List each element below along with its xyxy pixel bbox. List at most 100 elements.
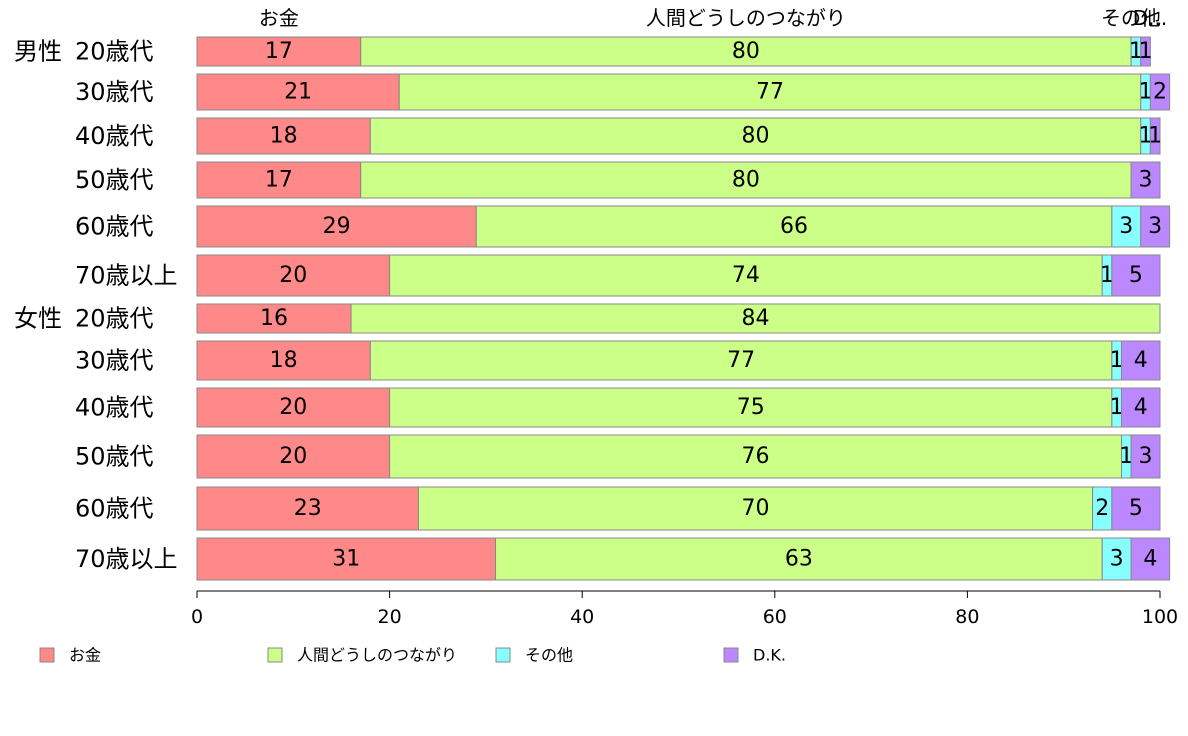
bar-segment-11-series-4 xyxy=(1111,486,1161,531)
data-label-11-series-2: 70 xyxy=(742,496,770,521)
data-label-9-series-4: 4 xyxy=(1134,395,1148,420)
legend-swatch-3 xyxy=(495,647,511,663)
data-label-5-series-1: 29 xyxy=(323,214,351,239)
data-label-12-series-1: 31 xyxy=(332,547,360,572)
bar-segment-2-series-4 xyxy=(1149,73,1171,111)
row-label-2: 30歳代 xyxy=(75,78,154,106)
legend-label-4: D.K. xyxy=(753,646,786,665)
data-label-6-series-3: 1 xyxy=(1100,263,1114,288)
data-label-6-series-2: 74 xyxy=(732,263,760,288)
x-tick-label-1: 0 xyxy=(191,606,203,628)
row-label-12: 70歳以上 xyxy=(75,545,178,573)
bar-segment-1-series-2 xyxy=(360,36,1132,67)
bar-segment-12-series-4 xyxy=(1130,537,1171,581)
data-label-3-series-2: 80 xyxy=(742,124,770,149)
row-label-11: 60歳代 xyxy=(75,495,154,523)
row-label-3: 40歳代 xyxy=(75,122,154,150)
x-tick-label-4: 60 xyxy=(763,606,787,628)
data-label-4-series-4: 3 xyxy=(1139,168,1153,193)
bar-segment-9-series-1 xyxy=(196,387,391,428)
legend-swatch-4 xyxy=(723,647,739,663)
data-label-9-series-2: 75 xyxy=(737,395,765,420)
top-label-1: お金 xyxy=(259,6,299,30)
bar-segment-5-series-2 xyxy=(475,205,1113,248)
bar-segment-2-series-2 xyxy=(398,73,1142,111)
bar-segment-8-series-1 xyxy=(196,340,371,381)
data-label-6-series-4: 5 xyxy=(1129,263,1143,288)
data-label-8-series-4: 4 xyxy=(1134,348,1148,373)
group-label-2: 女性 xyxy=(14,305,62,333)
data-label-12-series-3: 3 xyxy=(1110,547,1124,572)
bar-segment-5-series-1 xyxy=(196,205,477,248)
legend-label-3: その他 xyxy=(525,646,573,665)
data-label-12-series-4: 4 xyxy=(1143,547,1157,572)
bar-segment-10-series-2 xyxy=(389,434,1122,479)
bar-segment-12-series-1 xyxy=(196,537,497,581)
top-label-4: D... xyxy=(1133,6,1167,30)
data-label-5-series-3: 3 xyxy=(1119,214,1133,239)
row-label-6: 70歳以上 xyxy=(75,262,178,290)
bar-segment-7-series-2 xyxy=(350,303,1161,334)
bar-segment-6-series-1 xyxy=(196,254,391,297)
data-label-2-series-1: 21 xyxy=(284,80,312,105)
bar-segment-1-series-1 xyxy=(196,36,362,67)
row-label-9: 40歳代 xyxy=(75,394,154,422)
data-label-4-series-2: 80 xyxy=(732,168,760,193)
data-label-6-series-1: 20 xyxy=(279,263,307,288)
data-label-1-series-1: 17 xyxy=(265,39,293,64)
top-label-3: その他 xyxy=(1101,6,1161,30)
data-label-3-series-1: 18 xyxy=(270,124,298,149)
data-label-3-series-4: 1 xyxy=(1148,124,1162,149)
row-label-10: 50歳代 xyxy=(75,443,154,471)
data-label-9-series-3: 1 xyxy=(1110,395,1124,420)
bar-segment-6-series-4 xyxy=(1111,254,1161,297)
bar-segment-9-series-2 xyxy=(389,387,1113,428)
bar-segment-12-series-2 xyxy=(495,537,1103,581)
data-label-7-series-2: 84 xyxy=(742,306,770,331)
data-label-10-series-1: 20 xyxy=(279,444,307,469)
bar-segment-4-series-4 xyxy=(1130,161,1161,199)
data-label-10-series-4: 3 xyxy=(1139,444,1153,469)
bar-segment-7-series-1 xyxy=(196,303,352,334)
data-label-2-series-2: 77 xyxy=(756,80,784,105)
bar-segment-2-series-1 xyxy=(196,73,400,111)
bar-segment-6-series-2 xyxy=(389,254,1103,297)
bar-segment-11-series-1 xyxy=(196,486,419,531)
data-label-2-series-3: 1 xyxy=(1139,80,1153,105)
x-tick-label-3: 40 xyxy=(570,606,594,628)
data-label-10-series-3: 1 xyxy=(1119,444,1133,469)
data-label-11-series-3: 2 xyxy=(1095,496,1109,521)
data-label-4-series-1: 17 xyxy=(265,168,293,193)
legend-label-2: 人間どうしのつながり xyxy=(297,646,457,665)
data-label-8-series-1: 18 xyxy=(270,348,298,373)
data-label-7-series-1: 16 xyxy=(260,306,288,331)
group-label-1: 男性 xyxy=(14,38,62,66)
x-tick-label-6: 100 xyxy=(1142,606,1178,628)
top-label-2: 人間どうしのつながり xyxy=(646,6,846,30)
bar-segment-1-series-4 xyxy=(1140,36,1151,67)
row-label-7: 20歳代 xyxy=(75,305,154,333)
data-label-3-series-3: 1 xyxy=(1139,124,1153,149)
data-label-11-series-4: 5 xyxy=(1129,496,1143,521)
legend-swatch-1 xyxy=(39,647,55,663)
bar-segment-3-series-4 xyxy=(1149,117,1161,155)
data-label-12-series-2: 63 xyxy=(785,547,813,572)
x-tick-label-2: 20 xyxy=(378,606,402,628)
data-label-1-series-2: 80 xyxy=(732,39,760,64)
data-label-5-series-4: 3 xyxy=(1148,214,1162,239)
bar-segment-4-series-2 xyxy=(360,161,1132,199)
x-tick-label-5: 80 xyxy=(955,606,979,628)
row-label-8: 30歳代 xyxy=(75,347,154,375)
bar-segment-12-series-3 xyxy=(1101,537,1132,581)
bar-segment-10-series-4 xyxy=(1130,434,1161,479)
data-label-1-series-4: 1 xyxy=(1139,39,1153,64)
row-label-4: 50歳代 xyxy=(75,166,154,194)
legend-label-1: お金 xyxy=(69,646,101,665)
data-label-9-series-1: 20 xyxy=(279,395,307,420)
data-label-8-series-2: 77 xyxy=(727,348,755,373)
data-label-11-series-1: 23 xyxy=(294,496,322,521)
data-label-10-series-2: 76 xyxy=(742,444,770,469)
bar-segment-8-series-2 xyxy=(369,340,1113,381)
legend-swatch-2 xyxy=(267,647,283,663)
